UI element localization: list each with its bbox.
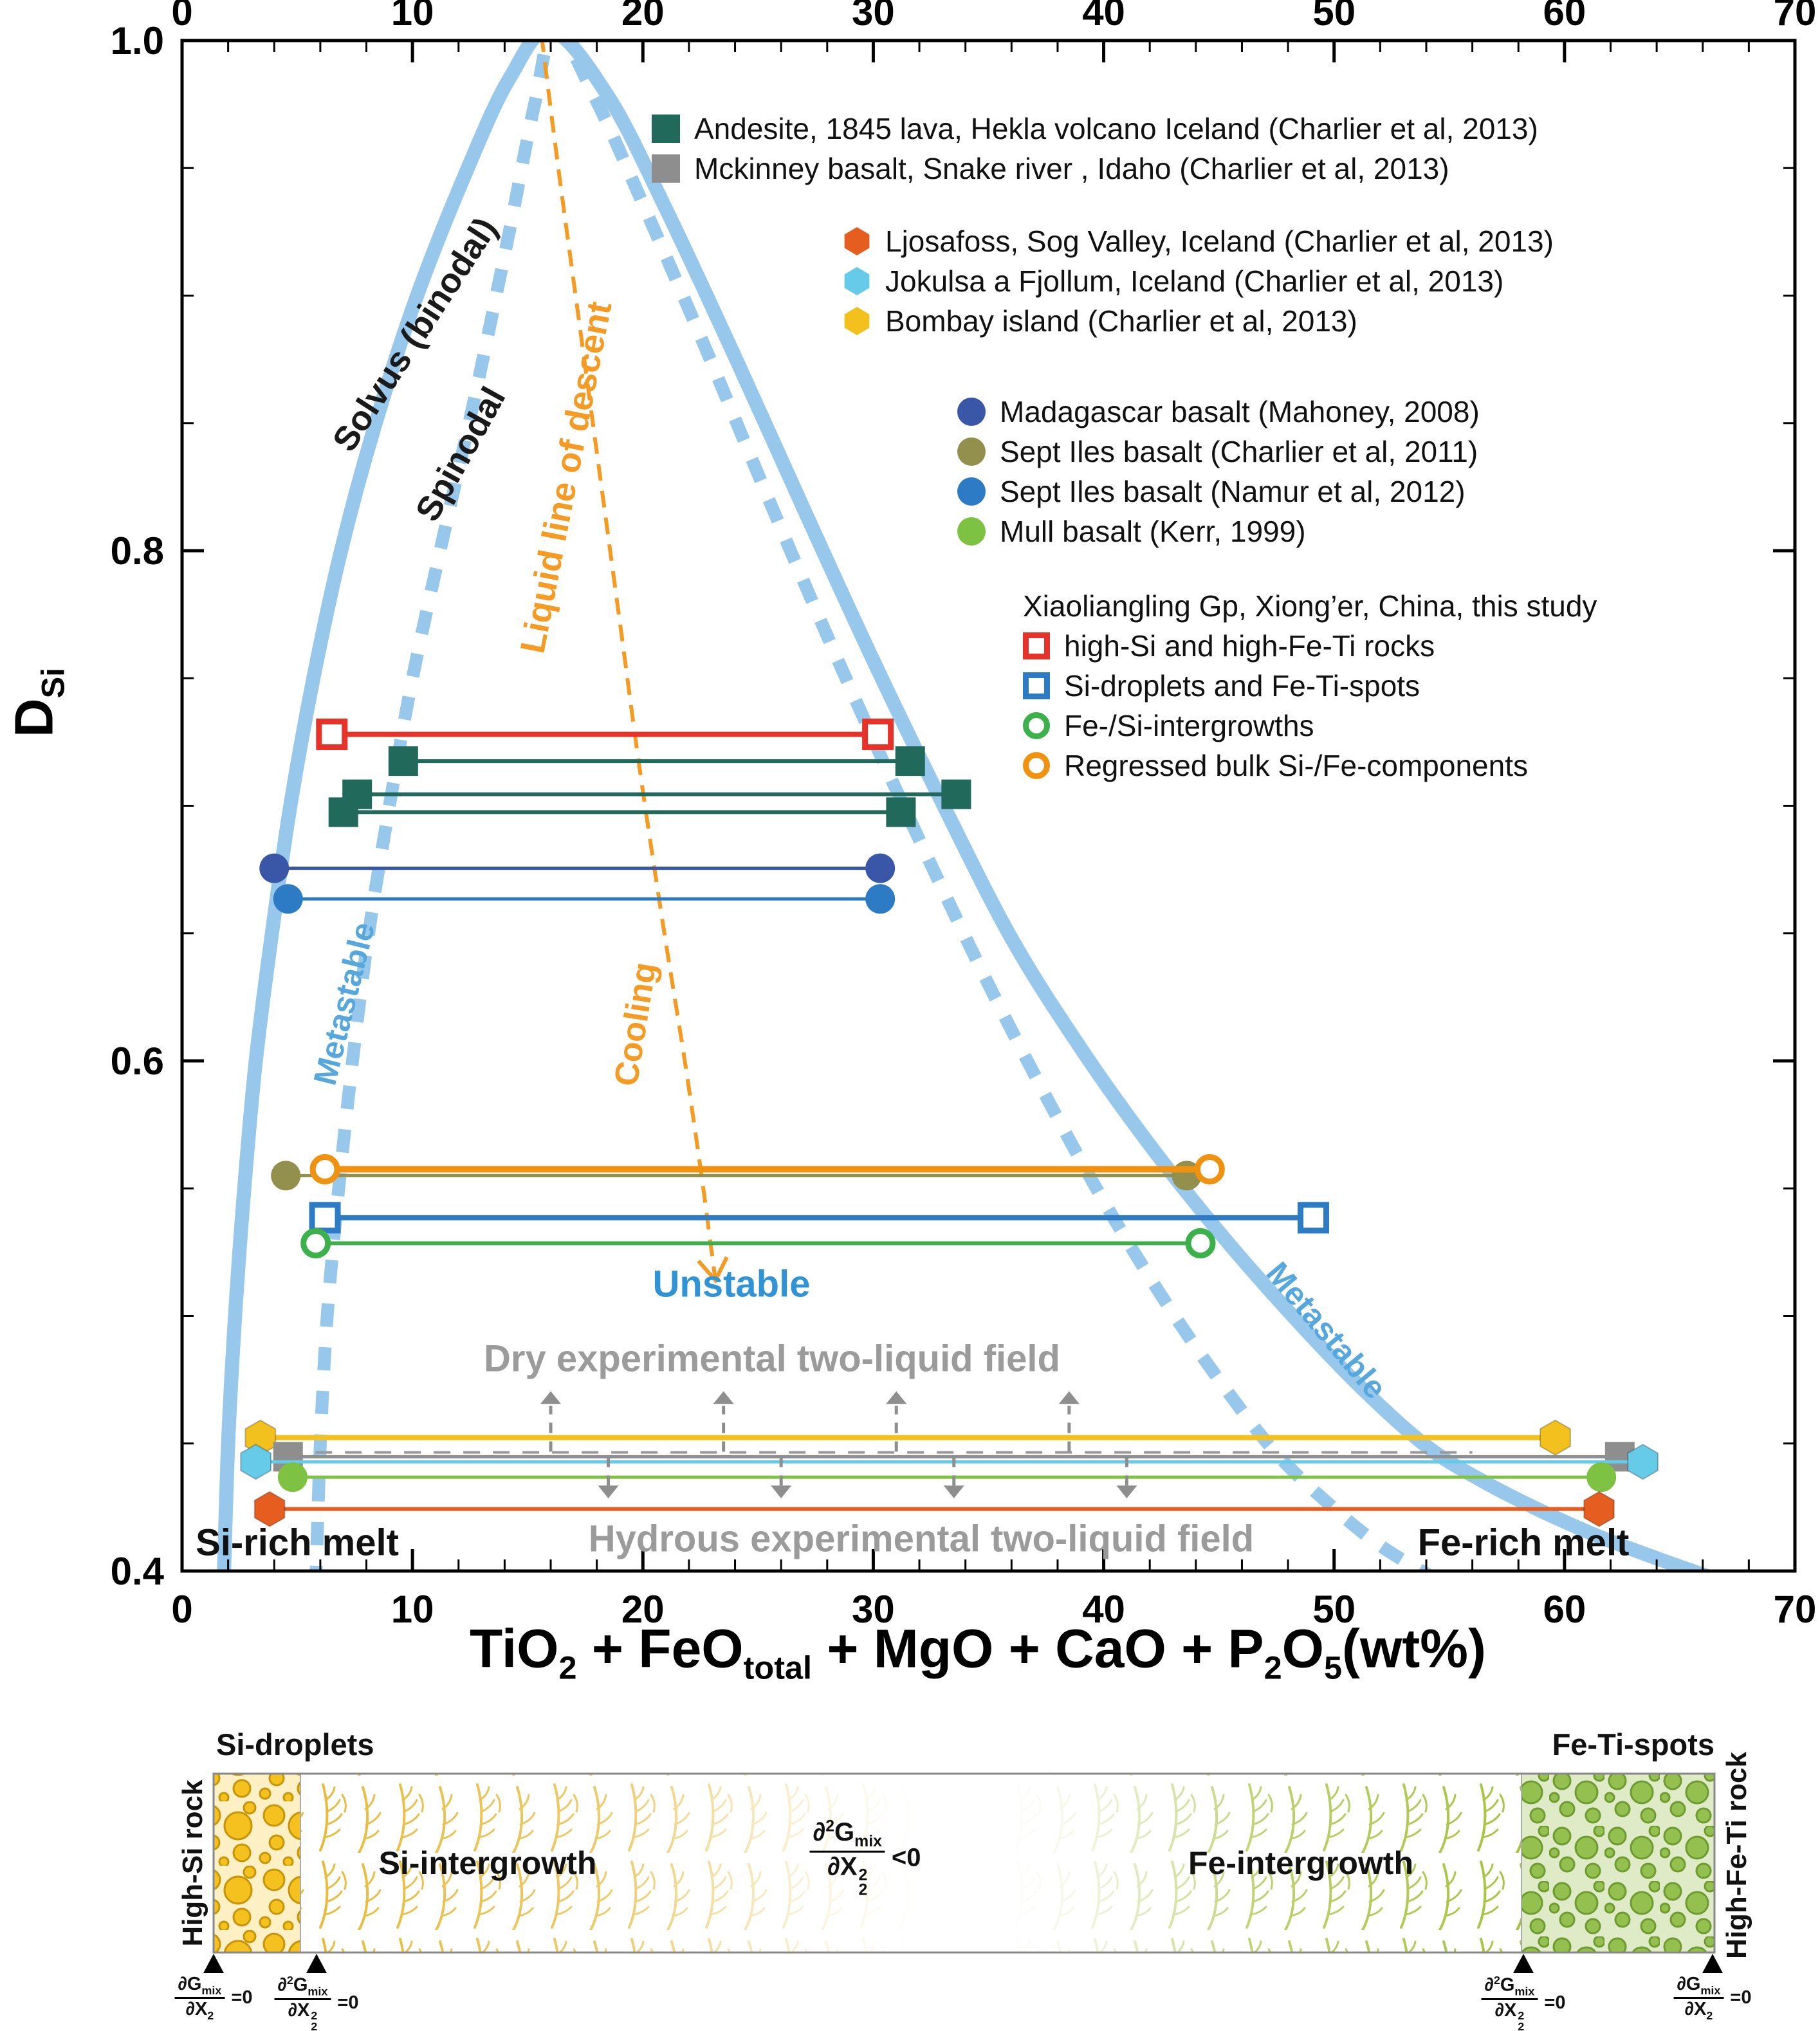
tie-line-mull-basalt (277, 1462, 1617, 1493)
x-tick-label: 40 (1082, 1588, 1125, 1631)
derivative-marker-arrow (203, 1954, 224, 1973)
field-arrows-layer (540, 1391, 1137, 1498)
y-axis-title: DSi (3, 667, 71, 738)
texture-bar (203, 1772, 1723, 1973)
x-axis-title: TiO2 + FeOtotal + MgO + CaO + P2O5(wt%) (470, 1618, 1486, 1686)
x-tick-label-top: 70 (1774, 0, 1817, 33)
tie-line-bombay-island (244, 1419, 1571, 1456)
hydrous-field-arrowhead (598, 1485, 619, 1498)
y-tick-label: 0.4 (111, 1550, 165, 1593)
x-tick-label-top: 50 (1312, 0, 1356, 33)
x-tick-label-top: 10 (391, 0, 434, 33)
tie-line-madagascar-basalt (259, 853, 896, 883)
liquid-line-of-descent-curve (540, 42, 718, 1281)
x-tick-label: 50 (1312, 1588, 1356, 1631)
dry-field-arrowhead (713, 1391, 734, 1404)
x-tick-label: 60 (1543, 1588, 1586, 1631)
texture-bar-frame (212, 1772, 1716, 1954)
x-tick-label: 70 (1774, 1588, 1817, 1631)
tie-line-hekla-andesite (388, 746, 925, 777)
x-tick-label-top: 30 (852, 0, 895, 33)
derivative-marker-arrow (1702, 1954, 1723, 1973)
x-tick-label: 0 (171, 1588, 192, 1631)
y-tick-label: 0.6 (111, 1040, 164, 1083)
y-tick-label: 1.0 (111, 19, 164, 62)
fe-ti-spots-texture (1521, 1774, 1714, 1953)
x-tick-label: 30 (852, 1588, 895, 1631)
tie-lines-layer (240, 718, 1659, 1527)
solvus-curve (217, 42, 1711, 1570)
cooling-arrowhead (697, 1256, 729, 1284)
x-tick-label-top: 40 (1082, 0, 1125, 33)
derivative-marker-arrow (1513, 1954, 1534, 1973)
spinodal-curve (309, 42, 1433, 1570)
tie-line-sept-iles-basalt-namur (273, 884, 896, 914)
x-tick-label-top: 0 (171, 0, 192, 33)
hydrous-field-arrowhead (943, 1485, 964, 1498)
x-tick-label-top: 60 (1543, 0, 1586, 33)
curves-layer (217, 42, 1711, 1570)
x-tick-label: 20 (621, 1588, 665, 1631)
tie-line-sept-iles-basalt-charlier (271, 1161, 1202, 1191)
axes-layer: 0 0 10 10 20 20 30 30 40 40 50 50 60 60 70 70 1.0 0.8 0.6 0… (111, 0, 1817, 1631)
hydrous-field-arrowhead (771, 1485, 792, 1498)
hydrous-field-arrowhead (1116, 1485, 1137, 1498)
tie-line-regressed-bulk-components (309, 1154, 1225, 1185)
tie-line-si-droplets-fe-ti-spots (309, 1202, 1329, 1234)
x-tick-label: 10 (391, 1588, 434, 1631)
tie-line-hekla-andesite (328, 797, 916, 827)
dry-field-arrowhead (886, 1391, 907, 1404)
dry-field-arrowhead (1058, 1391, 1080, 1404)
x-tick-label-top: 20 (621, 0, 665, 33)
tie-line-jokulsa-a-fjollum (240, 1444, 1659, 1480)
si-droplets-texture (214, 1774, 300, 1953)
tie-line-hekla-andesite (342, 779, 971, 809)
derivative-marker-arrow (306, 1954, 327, 1973)
dry-field-arrowhead (540, 1391, 562, 1404)
tie-line-fe-si-intergrowths (300, 1227, 1216, 1258)
y-tick-label: 0.8 (111, 529, 164, 573)
tie-line-ljosafoss (253, 1491, 1615, 1527)
tie-line-high-si-high-fe-ti-rocks (316, 718, 894, 750)
